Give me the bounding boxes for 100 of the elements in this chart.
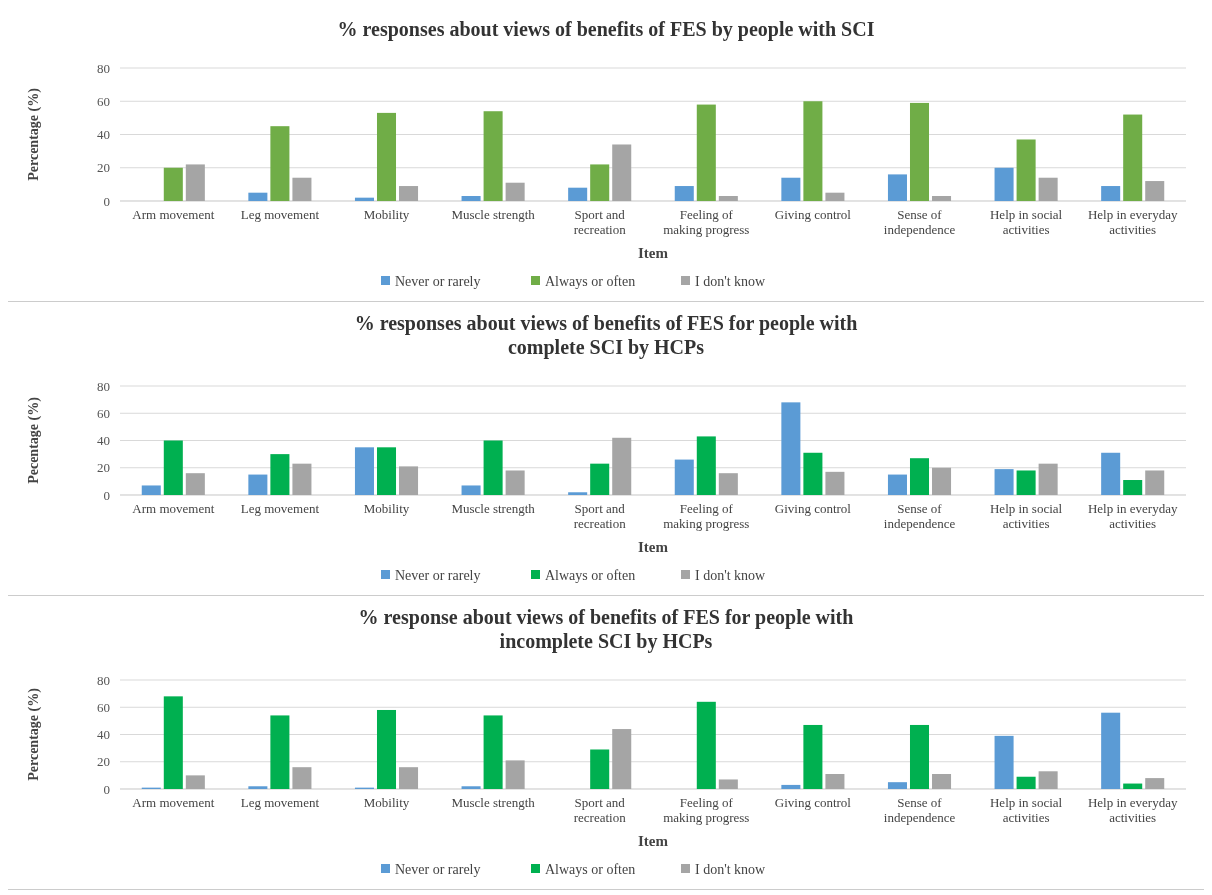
- bar: [909, 724, 930, 789]
- bar: [483, 715, 503, 789]
- y-axis-title: Percentage (%): [26, 687, 42, 781]
- bar: [163, 440, 183, 495]
- bar: [354, 447, 374, 495]
- x-tick-label: Help in social activities: [989, 795, 1063, 825]
- bar: [781, 784, 801, 789]
- x-tick-label: Sense of independence: [883, 795, 956, 825]
- x-tick-label: Feeling of making progress: [663, 207, 750, 237]
- bar: [185, 473, 205, 495]
- x-tick-label: Leg movement: [240, 795, 320, 810]
- y-tick-label: 40: [97, 433, 110, 449]
- chart-title: % responses about views of benefits of FES for people with complete SCI by HCPs: [354, 312, 858, 359]
- bar: [163, 167, 183, 201]
- legend-label: Always or often: [545, 567, 636, 583]
- bar: [248, 192, 268, 201]
- x-tick-label: Sense of independence: [883, 207, 956, 237]
- legend-label: Never or rarely: [395, 861, 481, 877]
- bar: [1016, 776, 1036, 789]
- y-tick-label: 20: [97, 460, 110, 476]
- x-tick-label: Giving control: [774, 795, 852, 810]
- bar: [590, 749, 610, 789]
- bar: [696, 701, 716, 789]
- y-tick-label: 40: [97, 127, 110, 143]
- bar: [909, 458, 930, 495]
- x-tick-label: Help in everyday activities: [1087, 501, 1178, 531]
- bar: [1123, 783, 1143, 789]
- x-tick-label: Mobility: [363, 501, 410, 516]
- bar: [399, 186, 419, 201]
- x-tick-label: Sense of independence: [883, 501, 956, 531]
- bar: [994, 167, 1014, 201]
- x-tick-label: Sport and recreation: [573, 207, 627, 237]
- legend-label: I don't know: [695, 861, 767, 877]
- bar: [185, 775, 205, 789]
- bar: [270, 454, 290, 495]
- x-tick-label: Mobility: [363, 207, 410, 222]
- y-tick-label: 60: [97, 93, 110, 109]
- bar: [399, 767, 419, 789]
- bar: [1145, 778, 1165, 789]
- bar: [1145, 181, 1165, 201]
- x-axis-title: Item: [638, 833, 669, 849]
- bar: [248, 786, 268, 789]
- x-tick-label: Help in social activities: [989, 501, 1063, 531]
- x-tick-label: Arm movement: [132, 207, 215, 222]
- bar: [354, 197, 374, 201]
- x-tick-label: Mobility: [363, 795, 410, 810]
- bar: [1016, 139, 1036, 201]
- bar: [141, 485, 161, 495]
- y-tick-label: 0: [103, 487, 110, 503]
- bar: [932, 467, 952, 495]
- y-tick-label: 80: [97, 672, 110, 688]
- bar: [696, 436, 716, 495]
- bar: [376, 112, 397, 201]
- bar: [1123, 114, 1143, 201]
- bar: [505, 760, 525, 789]
- x-tick-label: Arm movement: [132, 501, 215, 516]
- bar: [932, 774, 952, 789]
- bar: [1038, 177, 1058, 201]
- y-tick-label: 20: [97, 160, 110, 176]
- x-tick-label: Feeling of making progress: [663, 501, 750, 531]
- y-axis-title: Pecentage (%): [26, 396, 42, 484]
- y-tick-label: 40: [97, 727, 110, 743]
- bar: [270, 715, 290, 789]
- bar: [248, 474, 268, 495]
- bar: [1038, 771, 1058, 789]
- bar: [483, 440, 503, 495]
- legend-label: I don't know: [695, 567, 767, 583]
- bar: [1038, 463, 1058, 495]
- bar: [887, 782, 907, 789]
- bar: [718, 779, 738, 789]
- bar: [994, 735, 1014, 789]
- legend-label: I don't know: [695, 273, 767, 289]
- x-tick-label: Sport and recreation: [573, 795, 627, 825]
- x-tick-label: Sport and recreation: [573, 501, 627, 531]
- bar: [1101, 712, 1121, 789]
- legend-label: Always or often: [545, 861, 636, 877]
- bar: [292, 177, 312, 201]
- bar: [568, 187, 588, 201]
- bar: [994, 469, 1014, 495]
- legend-label: Never or rarely: [395, 567, 481, 583]
- bar: [461, 485, 481, 495]
- bar: [505, 182, 525, 201]
- legend-label: Never or rarely: [395, 273, 481, 289]
- bar: [483, 111, 503, 201]
- x-tick-label: Leg movement: [240, 501, 320, 516]
- bar: [825, 774, 845, 789]
- x-tick-label: Muscle strength: [451, 207, 536, 222]
- bar: [887, 474, 907, 495]
- bar: [399, 466, 419, 495]
- bar: [612, 729, 632, 789]
- bar: [1145, 470, 1165, 495]
- bar: [505, 470, 525, 495]
- bar: [612, 437, 632, 495]
- y-tick-label: 0: [103, 193, 110, 209]
- x-tick-label: Leg movement: [240, 207, 320, 222]
- bar: [1101, 452, 1121, 495]
- bar: [185, 164, 205, 201]
- x-axis-title: Item: [638, 539, 669, 555]
- bar: [292, 463, 312, 495]
- x-tick-label: Feeling of making progress: [663, 795, 750, 825]
